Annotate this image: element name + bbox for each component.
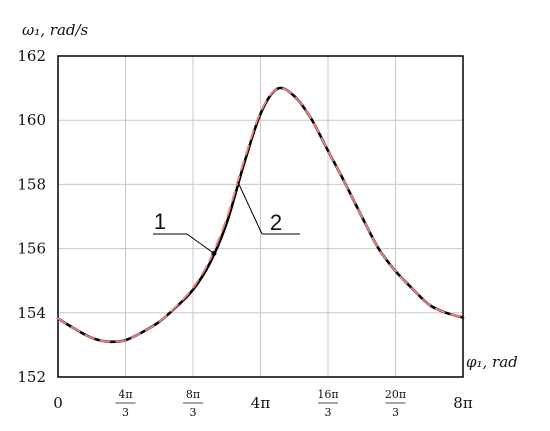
x-tick-numerator: 16π: [317, 388, 338, 401]
x-tick-numerator: 4π: [118, 388, 132, 401]
callout-leader: [186, 233, 215, 254]
y-tick-labels: 152 154 156 158 160 162: [17, 47, 46, 386]
y-tick-label: 156: [17, 240, 46, 258]
y-tick-label: 152: [17, 368, 46, 386]
callout-label: 1: [154, 209, 166, 234]
y-tick-label: 162: [17, 47, 46, 65]
x-tick-denominator: 3: [324, 406, 331, 419]
x-tick-label: 8π: [453, 394, 473, 412]
callout-label: 2: [270, 210, 282, 235]
callout-leader: [237, 181, 263, 235]
x-tick-denominator: 3: [122, 406, 129, 419]
x-tick-label: 4π: [251, 394, 271, 412]
callout-2: 2: [237, 181, 300, 235]
x-tick-denominator: 3: [392, 406, 399, 419]
plot-frame: [57, 55, 464, 378]
callout-1: 1: [153, 209, 217, 256]
y-tick-label: 158: [17, 175, 46, 193]
x-tick-numerator: 20π: [385, 388, 406, 401]
y-tick-label: 160: [17, 111, 46, 129]
callout-point: [211, 250, 217, 256]
y-tick-label: 154: [17, 304, 46, 322]
grid: [57, 55, 464, 378]
x-tick-numerator: 8π: [186, 388, 200, 401]
x-tick-fraction: 4π3: [115, 388, 136, 419]
y-axis-label: ω₁, rad/s: [22, 21, 89, 39]
x-axis-label: φ₁, rad: [466, 353, 518, 371]
plot-border: [57, 55, 464, 378]
x-tick-label: 0: [53, 394, 63, 412]
series-line-2: [57, 87, 464, 343]
x-tick-fraction: 8π3: [183, 388, 204, 419]
x-tick-denominator: 3: [190, 406, 197, 419]
series-lines: [56, 86, 465, 344]
